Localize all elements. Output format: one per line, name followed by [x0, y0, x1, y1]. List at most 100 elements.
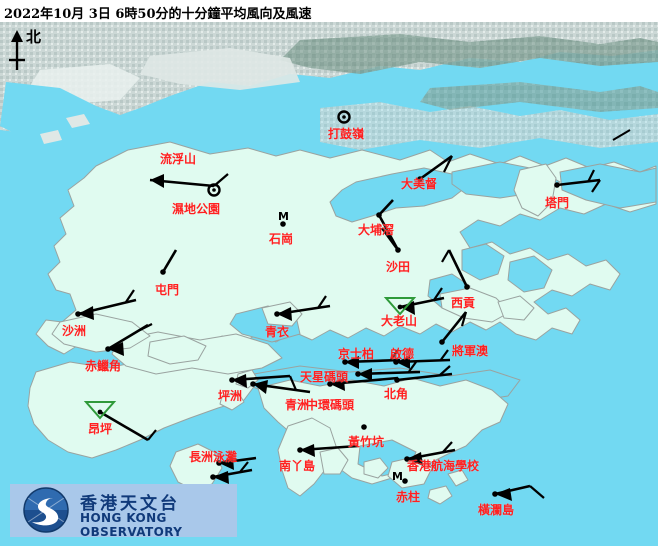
station-label-tseung-kwan-o[interactable]: 將軍澳 [452, 344, 489, 358]
sai-kung-inlet-2 [507, 255, 553, 293]
station-label-tai-mei-tuk[interactable]: 大美督 [401, 177, 438, 191]
station-label-north-point[interactable]: 北角 [384, 387, 409, 401]
map-graphics: M M [0, 22, 658, 546]
sai-kung-inlet-1 [461, 243, 505, 281]
marker-tsing-yi [274, 311, 280, 317]
station-label-tuen-mun[interactable]: 屯門 [155, 283, 180, 297]
marker-lamma-island [297, 447, 303, 453]
barb-kings-park [344, 349, 401, 369]
barb-peng-chau [231, 374, 298, 391]
marker-cheung-chau [210, 474, 216, 480]
station-label-sha-chau[interactable]: 沙洲 [62, 324, 87, 338]
marker-calm-wetland-park [207, 183, 221, 197]
mainland-hills [280, 34, 658, 74]
mainland-hills-east [420, 82, 658, 112]
station-label-sea-school[interactable]: 香港航海學校 [407, 459, 480, 473]
station-label-ta-kwu-ling[interactable]: 打鼓嶺 [328, 127, 365, 141]
marker-central-pier [327, 381, 333, 387]
station-label-wetland-park[interactable]: 濕地公園 [172, 202, 221, 216]
marker-tai-mei-tuk [417, 176, 423, 182]
bay-islet [66, 114, 90, 128]
barb-star-ferry [357, 361, 421, 381]
marker-peng-chau [229, 377, 235, 383]
station-label-green-island[interactable]: 青洲 [285, 398, 310, 412]
map-canvas[interactable]: M M 北 打鼓嶺 流浮山 濕地公園 石崗 大美督 塔門 大埔滘 沙田 西貢 屯… [0, 22, 658, 546]
lamma-island [277, 417, 337, 497]
barb-waglan-island [494, 484, 545, 501]
hko-logo-mark [23, 487, 69, 533]
wind-barbs-layer [77, 129, 631, 501]
marker-sha-chau [75, 311, 81, 317]
barb-sai-kung [441, 249, 469, 288]
mainland-china-layer [0, 22, 658, 150]
north-arrow-icon [9, 30, 25, 70]
north-label: 北 [26, 28, 42, 46]
station-label-peng-chau[interactable]: 坪洲 [218, 389, 243, 403]
station-label-kings-park[interactable]: 京士柏 [338, 347, 375, 361]
marker-calm-ta-kwu-ling [337, 110, 351, 124]
barb-sha-chau [77, 289, 137, 320]
station-label-shek-kong[interactable]: 石崗 [269, 232, 294, 246]
barb-tai-mei-tuk [419, 154, 453, 181]
station-label-chek-lap-kok[interactable]: 赤鱲角 [85, 359, 122, 373]
title-bar: 2022年10月 3日 6時50分的十分鐘平均風向及風速 [0, 0, 658, 22]
station-label-tap-mun[interactable]: 塔門 [545, 196, 570, 210]
hk-land-layer [27, 141, 657, 505]
station-label-tai-po-kau[interactable]: 大埔滘 [358, 223, 395, 237]
page-title: 2022年10月 3日 6時50分的十分鐘平均風向及風速 [4, 7, 312, 22]
marker-sai-kung [464, 284, 470, 290]
station-label-stanley[interactable]: 赤柱 [396, 490, 421, 504]
marker-tap-mun [554, 182, 560, 188]
station-label-lamma-island[interactable]: 南丫島 [279, 459, 316, 473]
hko-logo[interactable]: 香港天文台 HONG KONG OBSERVATORY [10, 484, 237, 539]
marker-elevated-tates-cairn [383, 297, 417, 316]
station-label-sai-kung[interactable]: 西貢 [451, 296, 476, 310]
barb-mainland-edge [612, 129, 631, 141]
station-label-star-ferry[interactable]: 天星碼頭 [300, 370, 349, 384]
barb-sha-tin [380, 227, 400, 251]
station-label-central-pier[interactable]: 中環碼頭 [306, 398, 355, 412]
hko-name-en: HONG KONG OBSERVATORY [80, 511, 183, 539]
barb-ngong-ping [99, 410, 157, 442]
station-label-tates-cairn[interactable]: 大老山 [381, 314, 418, 328]
marker-north-point [394, 377, 400, 383]
mainland-city-1 [140, 48, 300, 90]
marker-green-island [250, 381, 256, 387]
station-label-kai-tak[interactable]: 啟德 [390, 347, 415, 361]
hko-name-cn: 香港天文台 [80, 494, 180, 514]
station-label-ngong-ping[interactable]: 昂坪 [88, 422, 113, 436]
station-label-cheung-chau-beach[interactable]: 長洲泳灘 [189, 450, 238, 464]
barb-tap-mun [556, 169, 601, 193]
station-label-waglan-island[interactable]: 橫瀾島 [478, 503, 515, 517]
marker-sea-school [404, 456, 410, 462]
marker-sha-tin [395, 247, 401, 253]
barb-kai-tak [395, 349, 451, 369]
barb-chek-lap-kok [107, 323, 153, 356]
shenzhen-bay [0, 82, 128, 148]
south-islet-2 [427, 485, 453, 505]
marker-wong-chuk-hang [361, 424, 367, 430]
station-label-tsing-yi[interactable]: 青衣 [265, 325, 290, 339]
mirs-bay-inner [559, 163, 657, 209]
marker-kai-tak [393, 359, 399, 365]
island-cluster-e [497, 295, 535, 321]
marker-tuen-mun [160, 269, 166, 275]
station-label-sha-tin[interactable]: 沙田 [386, 260, 411, 274]
marker-shek-kong [280, 221, 286, 227]
marker-tseung-kwan-o [439, 339, 445, 345]
station-label-lau-fau-shan[interactable]: 流浮山 [160, 152, 197, 166]
barb-north-point [396, 365, 453, 382]
m-marker-stanley: M [392, 470, 403, 483]
tap-mun-island [513, 163, 557, 217]
marker-cheung-chau-beach [216, 460, 222, 466]
station-markers-layer: M M [75, 110, 560, 497]
barb-cheung-chau-beach [218, 456, 257, 470]
marker-chek-lap-kok [105, 346, 111, 352]
marker-star-ferry [355, 371, 361, 377]
station-label-wong-chuk-hang[interactable]: 黃竹坑 [348, 435, 385, 449]
barb-cheung-chau [212, 461, 253, 484]
barb-lamma-island [299, 444, 359, 457]
barb-green-island [252, 380, 311, 394]
barb-sea-school [406, 441, 456, 466]
